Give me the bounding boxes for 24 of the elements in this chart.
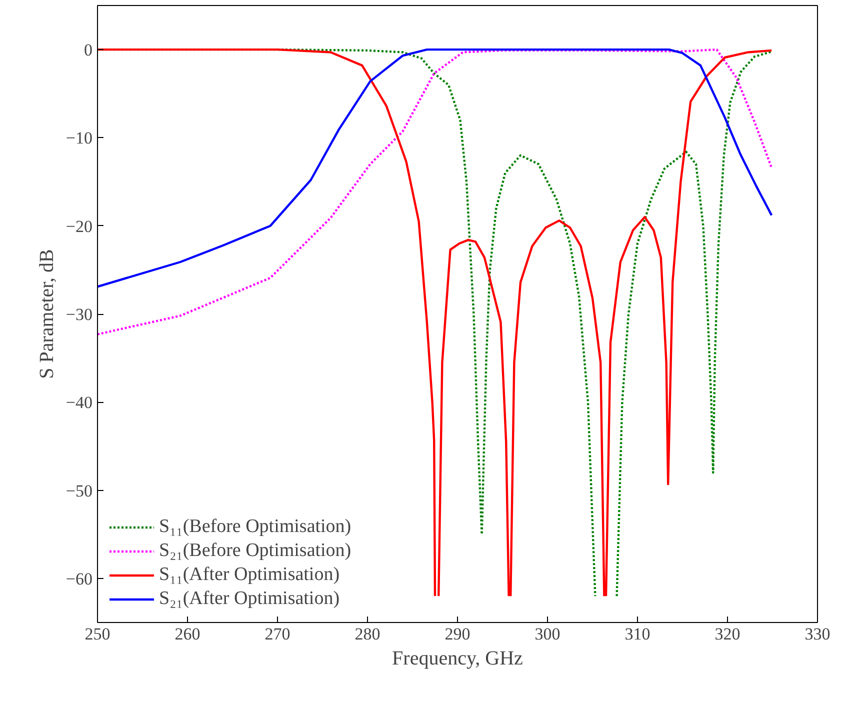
x-tick-label: 300 [534, 624, 560, 644]
x-tick-label: 260 [174, 624, 200, 644]
legend-label: S₁₁(Before Optimisation) [159, 516, 352, 538]
x-tick-label: 280 [354, 624, 380, 644]
x-axis-title: Frequency, GHz [392, 648, 524, 670]
x-tick-label: 310 [624, 624, 650, 644]
line-series [98, 48, 773, 336]
y-axis-title: S Parameter, dB [36, 249, 58, 379]
y-tick-label: −60 [66, 569, 93, 588]
x-tick-label: 250 [84, 624, 110, 644]
legend-label: S₂₁(Before Optimisation) [159, 540, 352, 562]
x-tick-label: 330 [804, 624, 830, 644]
legend-label: S₂₁(After Optimisation) [159, 588, 340, 610]
y-tick-label: 0 [84, 40, 92, 60]
y-tick-label: −30 [66, 305, 93, 324]
y-tick-label: −20 [66, 216, 93, 236]
x-tick-label: 290 [444, 624, 470, 644]
legend-label: S₁₁(After Optimisation) [159, 564, 340, 586]
x-tick-label: 320 [714, 624, 740, 644]
y-tick-label: −40 [66, 393, 93, 412]
y-tick-label: −50 [66, 481, 93, 500]
x-tick-label: 270 [264, 624, 290, 644]
line-series [98, 48, 773, 288]
y-tick-label: −10 [66, 128, 93, 148]
